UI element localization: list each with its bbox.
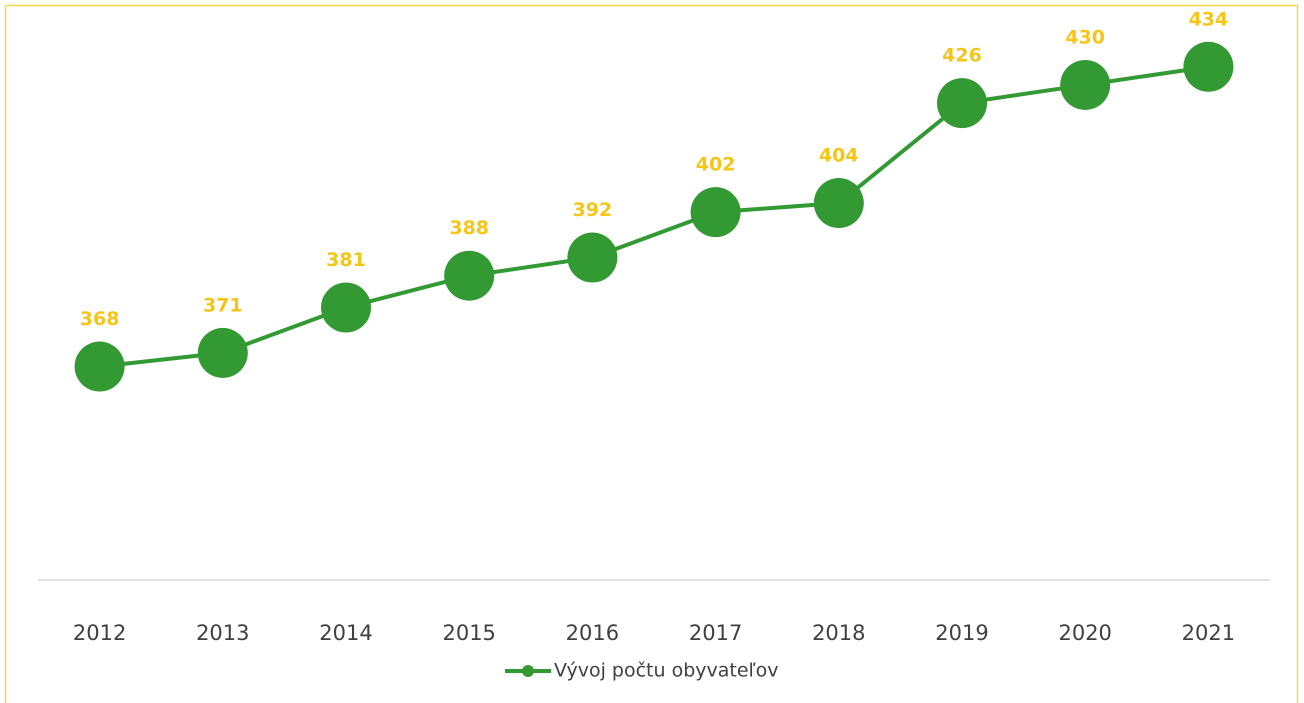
x-tick-label: 2014 bbox=[319, 621, 372, 645]
legend-label: Vývoj počtu obyvateľov bbox=[554, 660, 779, 682]
x-tick-label: 2021 bbox=[1182, 621, 1235, 645]
data-label: 371 bbox=[203, 294, 243, 316]
data-point bbox=[567, 232, 618, 283]
data-point bbox=[937, 78, 987, 129]
x-tick-label: 2020 bbox=[1058, 621, 1111, 645]
data-point bbox=[321, 282, 371, 333]
x-tick-label: 2017 bbox=[689, 621, 742, 645]
data-label: 392 bbox=[573, 199, 613, 221]
x-tick-label: 2013 bbox=[196, 621, 249, 645]
data-label: 430 bbox=[1065, 26, 1105, 48]
data-label: 402 bbox=[696, 154, 736, 176]
x-tick-label: 2016 bbox=[566, 621, 619, 645]
x-tick-label: 2018 bbox=[812, 621, 865, 645]
data-point bbox=[813, 178, 864, 229]
data-label: 426 bbox=[942, 45, 982, 67]
legend-marker bbox=[522, 665, 534, 677]
x-tick-label: 2012 bbox=[73, 621, 126, 645]
chart-frame bbox=[4, 4, 1299, 703]
data-point bbox=[197, 327, 248, 378]
data-point bbox=[1060, 59, 1111, 110]
data-label: 381 bbox=[326, 249, 366, 271]
line-series bbox=[99, 64, 1209, 369]
data-label: 434 bbox=[1189, 8, 1229, 30]
data-label: 404 bbox=[819, 145, 859, 167]
data-label: 368 bbox=[80, 308, 120, 330]
x-tick-label: 2015 bbox=[442, 621, 495, 645]
data-point bbox=[690, 187, 741, 238]
data-label: 388 bbox=[449, 217, 489, 239]
x-tick-label: 2019 bbox=[935, 621, 988, 645]
data-point bbox=[1183, 41, 1234, 92]
data-point bbox=[74, 341, 125, 392]
data-point bbox=[444, 250, 495, 301]
